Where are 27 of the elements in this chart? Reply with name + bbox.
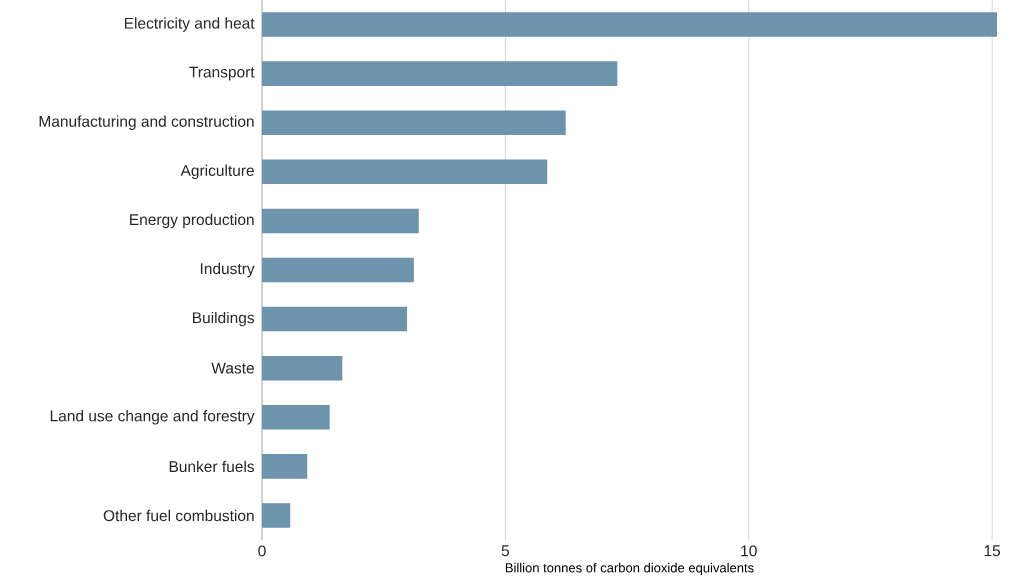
x-tick-label: 0	[258, 545, 266, 557]
y-tick-label: Industry	[200, 262, 255, 278]
y-tick-label: Waste	[211, 362, 254, 374]
y-tick-label: Buildings	[193, 311, 255, 327]
bar	[262, 355, 343, 381]
y-tick-label: Manufacturing and construction	[39, 115, 254, 130]
bar	[262, 503, 291, 528]
y-tick-label: Electricity and heat	[124, 17, 255, 32]
bar	[262, 306, 408, 332]
x-tick-label: 10	[741, 545, 757, 557]
x-tick-label: 5	[501, 545, 510, 557]
bar	[262, 61, 618, 86]
x-tick-label: 15	[984, 545, 1001, 557]
bar	[262, 159, 548, 185]
y-tick-label: Bunker fuels	[169, 460, 255, 473]
bar	[262, 12, 998, 37]
bar	[262, 257, 414, 283]
bar	[262, 208, 419, 234]
x-axis-title: Billion tonnes of carbon dioxide equivalents	[505, 562, 754, 575]
y-tick-label: Transport	[189, 66, 255, 81]
y-tick-label: Energy production	[130, 213, 254, 229]
bar	[262, 405, 330, 430]
y-tick-label: Other fuel combustion	[103, 509, 254, 522]
y-tick-label: Land use change and forestry	[50, 410, 255, 425]
bar	[262, 454, 308, 479]
y-tick-label: Agriculture	[180, 164, 254, 180]
bar	[262, 110, 566, 135]
